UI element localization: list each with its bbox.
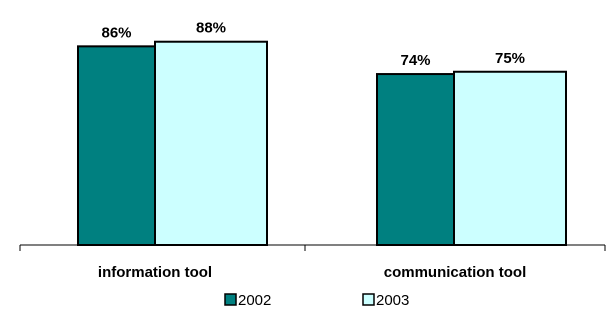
data-label: 86% [101,24,131,41]
bar-2003-0 [154,40,268,246]
bar-2003-1 [453,70,567,246]
bar-2002-0 [77,45,156,247]
legend-label: 2002 [238,292,271,309]
data-label: 75% [495,50,525,67]
category-label: communication tool [384,264,527,281]
data-label: 74% [400,52,430,69]
category-label: information tool [98,264,212,281]
legend-swatch-2003 [362,293,375,306]
legend-label: 2003 [376,292,409,309]
legend-swatch-2002 [224,293,237,306]
bar-2002-1 [376,73,455,246]
data-label: 88% [196,20,226,37]
